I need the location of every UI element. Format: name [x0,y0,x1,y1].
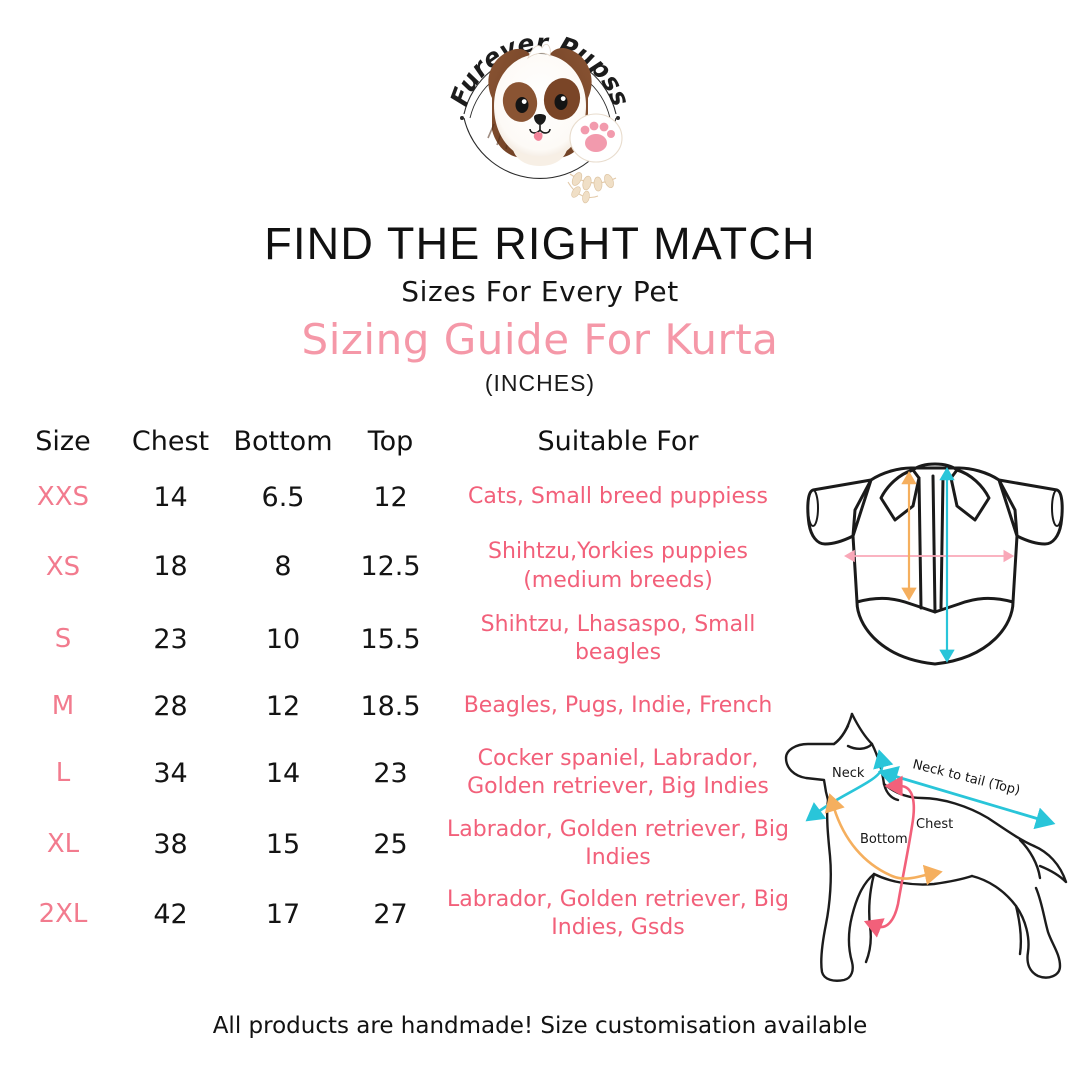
page-title: FIND THE RIGHT MATCH [264,218,816,269]
dog-side-profile-measurement-diagram: Neck Neck to tail (Top) Chest Bottom [784,712,1068,982]
dog-label-chest: Chest [916,817,953,832]
shih-tzu-dog-with-paw-logo: Furever Pupss [445,28,635,204]
column-header-bottom: Bottom [233,425,333,457]
cell-size: S [54,624,72,654]
cell-top: 12.5 [360,551,421,582]
cell-size: XXS [36,482,90,512]
column-header-top: Top [367,425,414,457]
brand-logo: Furever Pupss [420,6,660,206]
cell-top: 27 [373,898,408,930]
table-header-row: Size Chest Bottom Top Suitable For [8,418,798,464]
table-row: XS 18 8 12.5 Shihtzu,Yorkies puppies (me… [8,530,798,603]
cell-bottom: 14 [265,757,301,789]
cell-suitable: Shihtzu, Lhasaspo, Small beagles [480,611,756,665]
cell-suitable: Beagles, Pugs, Indie, French [463,692,773,718]
cell-bottom: 12 [265,690,301,722]
column-header-suitable: Suitable For [537,425,699,457]
table-row: M 28 12 18.5 Beagles, Pugs, Indie, Frenc… [8,675,798,737]
cell-bottom: 6.5 [261,481,305,513]
page-subtitle: Sizes For Every Pet [401,275,679,308]
column-header-size: Size [35,425,91,457]
cell-top: 23 [373,757,408,789]
dog-neck-to-tail-measure-arrow [877,766,1056,830]
cell-size: XL [46,829,80,859]
cell-size: 2XL [38,899,88,929]
cell-top: 25 [373,828,408,860]
cell-bottom: 10 [265,623,301,655]
table-row: 2XL 42 17 27 Labrador, Golden retriever,… [8,879,798,949]
dog-chest-measure-arrow [863,775,916,938]
table-row: S 23 10 15.5 Shihtzu, Lhasaspo, Small be… [8,603,798,675]
cell-suitable: Cats, Small breed puppiess [468,483,768,509]
cell-bottom: 17 [265,898,301,930]
cell-chest: 34 [153,757,188,789]
cell-chest: 18 [153,551,188,582]
cell-suitable: Shihtzu,Yorkies puppies (medium breeds) [488,539,748,593]
cell-top: 12 [373,481,408,513]
cell-suitable: Cocker spaniel, Labrador, Golden retriev… [467,745,769,799]
units-label: (INCHES) [484,370,596,396]
cell-chest: 28 [153,690,188,722]
cell-bottom: 8 [274,551,292,582]
cell-suitable: Labrador, Golden retriever, Big Indies [447,816,789,870]
cell-chest: 42 [153,898,188,930]
column-header-chest: Chest [131,425,210,457]
dog-label-neck: Neck [832,766,865,781]
cell-top: 15.5 [360,623,421,655]
table-row: XL 38 15 25 Labrador, Golden retriever, … [8,809,798,879]
sizing-guide-title: Sizing Guide For Kurta [301,315,779,364]
cell-size: XS [45,551,81,582]
cell-bottom: 15 [265,828,301,860]
dog-bottom-measure-arrow [824,793,943,886]
kurta-diagram [795,432,1075,682]
cell-size: M [51,691,75,721]
size-chart-table: Size Chest Bottom Top Suitable For XXS 1… [8,418,798,949]
dog-label-neck-to-tail: Neck to tail (Top) [911,757,1022,798]
cell-chest: 14 [153,481,188,513]
footer-note: All products are handmade! Size customis… [212,1013,868,1039]
table-row: L 34 14 23 Cocker spaniel, Labrador, Gol… [8,737,798,809]
cell-top: 18.5 [360,690,421,722]
dog-label-bottom: Bottom [860,832,908,847]
cell-chest: 38 [153,828,188,860]
table-row: XXS 14 6.5 12 Cats, Small breed puppiess [8,464,798,530]
collared-pet-kurta-shirt-diagram [806,462,1064,666]
cell-size: L [55,758,71,788]
cell-chest: 23 [153,623,188,655]
cell-suitable: Labrador, Golden retriever, Big Indies, … [447,886,789,940]
dog-measurement-diagram: Neck Neck to tail (Top) Chest Bottom [782,700,1078,996]
